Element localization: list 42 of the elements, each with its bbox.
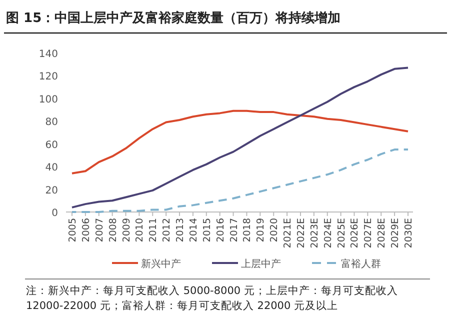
y-tick-label: 20 [45,185,58,196]
line-series [71,66,409,208]
x-tick-label: 2025E [336,218,348,248]
legend-label: 上层中产 [241,258,281,270]
x-tick-label: 2005 [68,218,78,242]
legend-label: 富裕人群 [341,258,381,270]
legend-label: 新兴中产 [141,258,181,270]
x-tick-label: 2016 [215,218,226,242]
y-tick-label: 0 [52,208,58,219]
x-tick-label: 2017 [228,218,240,242]
x-tick-label: 2021E [282,218,294,248]
y-tick-label: 60 [45,140,58,151]
line-series [71,110,409,174]
y-tick-label: 80 [45,117,58,128]
x-tick-label: 2007 [94,218,106,242]
x-tick-label: 2028E [376,218,388,248]
x-tick-label: 2008 [108,218,119,242]
x-tick-label: 2009 [121,218,132,242]
x-tick-label: 2026E [350,218,361,248]
y-tick-label: 140 [38,49,58,60]
x-tick-label: 2012 [162,218,173,242]
y-tick-label: 120 [38,72,58,83]
x-tick-label: 2006 [80,218,92,242]
y-tick-label: 100 [38,94,58,106]
x-tick-label: 2018 [242,218,254,242]
line-series [71,148,409,213]
x-tick-label: 2019 [256,218,267,242]
x-tick-label: 2013 [175,218,186,242]
x-tick-label: 2015 [202,218,213,242]
x-tick-label: 2024E [322,218,334,248]
y-tick-label: 40 [45,162,58,174]
chart-title: 图 15：中国上层中产及富裕家庭数量（百万）将持续增加 [6,10,341,26]
x-tick-label: 2029E [390,218,402,248]
x-tick-label: 2030E [404,218,414,248]
x-tick-label: 2020 [269,218,280,242]
x-tick-label: 2011 [148,218,160,242]
x-tick-label: 2027E [363,218,374,248]
x-tick-label: 2022E [296,218,307,248]
x-tick-label: 2010 [134,218,146,242]
text: 注：新兴中产：每月可支配收入 5000-8000 元；上层中产：每月可支配收入 12000-22000 元；富裕人群：每月可支配收入 22000 元及以上 [26,284,398,312]
x-tick-label: 2014 [188,218,200,242]
x-tick-label: 2023E [309,218,320,248]
